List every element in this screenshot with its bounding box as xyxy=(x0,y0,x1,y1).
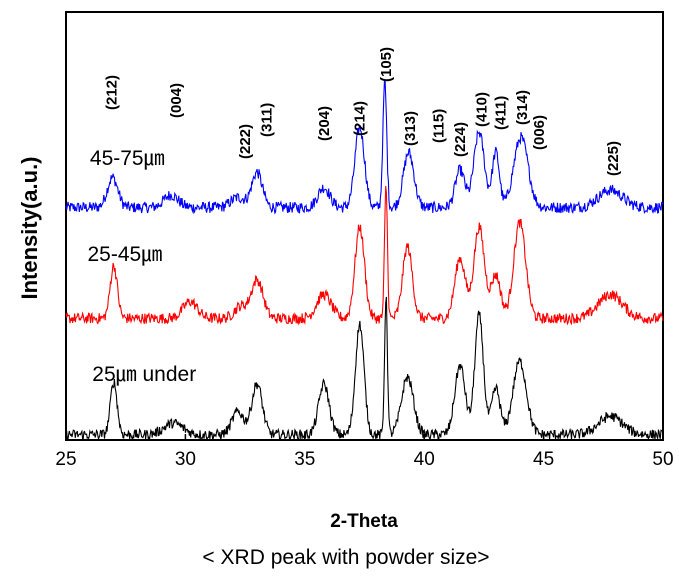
x-tick-label: 35 xyxy=(294,449,315,470)
peak-label: (225) xyxy=(605,141,622,176)
peak-labels: (212) (004) (222) (311) (204) (214) (105) (313)… xyxy=(103,47,622,176)
series-traces xyxy=(65,79,664,441)
peak-label: (314) xyxy=(514,90,531,125)
peak-label: (115) xyxy=(431,109,448,143)
series-labels: 45-75㎛ 25-45㎛ 25㎛ under xyxy=(88,147,197,387)
x-axis-ticks: 25 30 35 40 45 50 xyxy=(55,434,674,470)
series-label-1: 45-75㎛ xyxy=(90,147,165,171)
series-line-3 xyxy=(65,296,664,441)
peak-label: (204) xyxy=(316,106,333,141)
peak-label: (004) xyxy=(168,83,185,118)
y-axis-title: Intensity(a.u.) xyxy=(17,156,42,299)
plot-frame xyxy=(65,11,664,441)
series-line-1 xyxy=(65,79,664,215)
peak-label: (224) xyxy=(452,122,469,157)
peak-label: (006) xyxy=(531,115,548,150)
peak-label: (311) xyxy=(259,103,276,137)
x-tick-label: 30 xyxy=(175,449,196,470)
peak-label: (410) xyxy=(474,92,491,127)
peak-label: (212) xyxy=(103,75,120,110)
peak-label: (214) xyxy=(352,101,369,136)
x-tick-label: 50 xyxy=(652,449,673,470)
x-tick-label: 45 xyxy=(533,449,554,470)
series-label-3: 25㎛ under xyxy=(92,363,196,387)
peak-label: (313) xyxy=(402,111,419,146)
chart-caption: < XRD peak with powder size> xyxy=(202,546,489,569)
x-axis-title: 2-Theta xyxy=(330,511,398,532)
peak-label: (411) xyxy=(493,96,510,130)
peak-label: (222) xyxy=(237,124,254,159)
x-tick-label: 25 xyxy=(55,449,76,470)
series-line-2 xyxy=(65,185,664,326)
x-tick-label: 40 xyxy=(414,449,435,470)
peak-label: (105) xyxy=(378,47,395,82)
series-label-2: 25-45㎛ xyxy=(88,243,163,267)
